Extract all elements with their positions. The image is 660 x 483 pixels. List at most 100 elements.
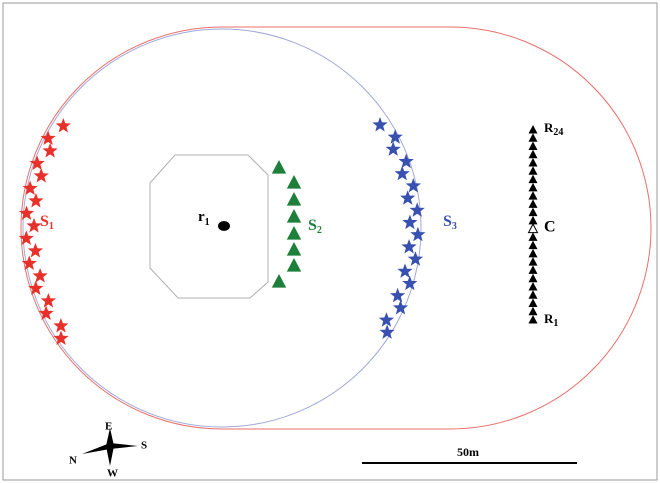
marker-triangle — [528, 133, 538, 142]
marker-triangle — [528, 257, 538, 266]
source-star — [42, 143, 58, 158]
label-text: R — [544, 120, 554, 135]
label-text: S — [443, 213, 452, 230]
source-star — [55, 118, 71, 133]
source-star — [394, 165, 410, 181]
source-star — [372, 117, 388, 132]
marker-triangle — [528, 281, 538, 291]
label-text: S — [308, 217, 317, 234]
source-star — [18, 230, 34, 245]
marker-triangle — [528, 207, 538, 217]
source-star — [21, 255, 37, 270]
marker-triangle — [528, 166, 538, 175]
label-text: R — [544, 311, 554, 326]
marker-triangle — [528, 141, 538, 151]
compass-needle — [106, 428, 114, 466]
marker-triangle — [271, 160, 287, 174]
source-star — [402, 275, 418, 291]
label-s1: S1 — [40, 213, 54, 233]
marker-triangle — [528, 149, 538, 159]
compass-w: W — [107, 468, 118, 480]
source-star — [53, 318, 69, 333]
source-star — [378, 312, 394, 327]
label-sub: 1 — [49, 221, 54, 232]
source-star — [379, 324, 395, 339]
source-star — [26, 218, 42, 233]
marker-triangle — [528, 290, 538, 299]
marker-triangle — [528, 125, 538, 134]
compass-n: N — [69, 455, 77, 467]
markers — [18, 117, 539, 345]
marker-triangle — [286, 175, 302, 189]
marker-triangle — [528, 273, 538, 283]
source-star — [398, 153, 414, 169]
marker-triangle — [271, 274, 287, 288]
marker-triangle — [528, 158, 538, 167]
outer-track — [20, 26, 652, 430]
source-star — [33, 168, 49, 183]
marker-triangle — [528, 315, 538, 324]
source-star — [29, 155, 45, 170]
label-text: r — [198, 209, 205, 225]
source-star — [40, 130, 56, 145]
marker-triangle — [528, 265, 538, 274]
label-r1: r1 — [198, 209, 210, 228]
label-s3: S3 — [443, 213, 457, 233]
point-r1 — [218, 221, 230, 231]
source-star — [28, 193, 44, 208]
building — [149, 154, 269, 299]
source-star — [405, 178, 421, 193]
marker-triangle — [286, 192, 302, 206]
source-star — [27, 243, 43, 258]
label-text: S — [40, 213, 49, 230]
source-star — [38, 305, 54, 320]
marker-triangle — [528, 191, 538, 200]
label-sub: 1 — [205, 217, 210, 228]
label-r1-receiver: R1 — [544, 311, 558, 329]
marker-triangle — [286, 209, 302, 223]
marker-triangle — [528, 174, 538, 184]
source-star — [410, 226, 426, 242]
marker-triangle — [528, 298, 538, 307]
marker-triangle — [528, 199, 538, 208]
label-s2: S2 — [308, 217, 322, 237]
marker-triangle — [528, 240, 538, 250]
marker-triangle — [286, 226, 302, 240]
label-sub: 2 — [317, 225, 322, 236]
compass-e: E — [105, 421, 112, 433]
source-star — [22, 180, 38, 195]
source-star — [397, 263, 413, 278]
inner-circle — [22, 28, 422, 428]
source-star — [40, 293, 56, 308]
marker-triangle — [528, 232, 538, 241]
marker-triangle — [528, 248, 538, 258]
label-sub: 3 — [452, 221, 457, 232]
source-star — [401, 239, 417, 254]
compass-s: S — [141, 440, 147, 452]
source-star — [53, 330, 69, 345]
marker-triangle — [528, 215, 538, 225]
source-star — [385, 141, 401, 156]
label-r24: R24 — [544, 120, 563, 138]
source-star — [28, 280, 44, 295]
label-sub: 24 — [553, 127, 563, 138]
marker-triangle — [286, 258, 302, 272]
source-star — [402, 214, 418, 230]
marker-triangle — [528, 306, 538, 316]
source-star — [390, 287, 406, 303]
source-star — [400, 190, 416, 205]
source-star — [387, 129, 403, 144]
source-star — [18, 205, 35, 220]
source-star — [32, 268, 48, 283]
source-star — [392, 300, 409, 315]
source-star — [407, 251, 424, 266]
compass: E N S W — [69, 421, 147, 480]
scale-label: 50m — [457, 445, 479, 459]
label-c: C — [544, 219, 556, 236]
label-sub: 1 — [553, 318, 558, 329]
marker-triangle — [286, 242, 302, 256]
source-star — [409, 202, 425, 217]
marker-triangle — [528, 182, 538, 192]
